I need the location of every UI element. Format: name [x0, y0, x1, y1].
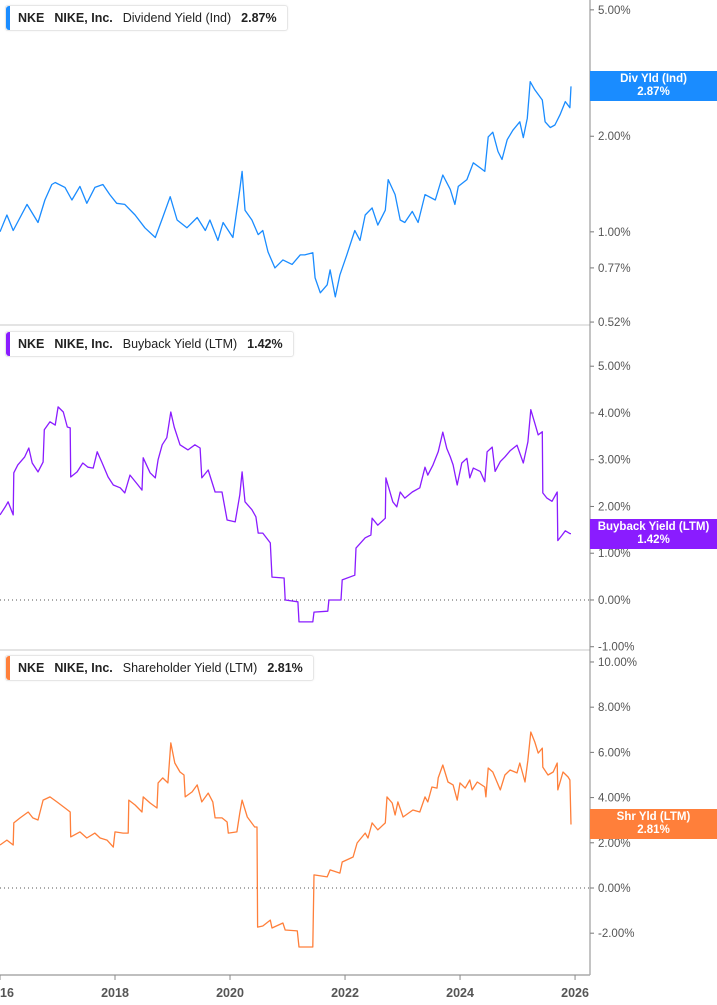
legend-value: 2.87%	[241, 11, 277, 25]
y-tick-label: 3.00%	[598, 455, 631, 467]
y-tick-label: -1.00%	[598, 642, 634, 654]
legend-metric: Buyback Yield (LTM)	[122, 337, 238, 351]
panel-1: 5.00%3.00%2.00%1.00%0.77%0.52%	[0, 5, 631, 329]
series-line-shareholder-yield-ltm-	[0, 731, 572, 948]
current-value-label: Shr Yld (LTM) 2.81%	[590, 809, 717, 840]
legend-company: NIKE, Inc.	[54, 337, 113, 351]
y-tick-label: 1.00%	[598, 227, 631, 239]
value-label-title: Shr Yld (LTM)	[616, 811, 691, 824]
series-line-buyback-yield-ltm-	[0, 406, 571, 623]
x-tick-label: 2024	[446, 986, 474, 1000]
legend-color-marker	[6, 6, 10, 30]
legend-color-marker	[6, 332, 10, 356]
panel-3: 10.00% 8.00% 6.00% 4.00% 2.00% 0.00% -2.00%	[0, 657, 637, 948]
y-tick-label: 2.00%	[598, 838, 631, 850]
legend-ticker: NKE	[18, 11, 45, 25]
value-label-value: 2.81%	[637, 824, 670, 837]
y-tick-label: 8.00%	[598, 702, 631, 714]
legend-company: NIKE, Inc.	[54, 661, 113, 675]
legend-value: 1.42%	[247, 337, 283, 351]
x-tick-label: 2016	[0, 986, 14, 1000]
x-tick-label: 2026	[561, 986, 589, 1000]
y-tick-label: 0.00%	[598, 595, 631, 607]
x-tick-label: 2018	[101, 986, 129, 1000]
legend-metric: Dividend Yield (Ind)	[122, 11, 232, 25]
y-tick-label: 2.00%	[598, 501, 631, 513]
legend-value: 2.81%	[267, 661, 303, 675]
y-tick-label: 5.00%	[598, 5, 631, 17]
panel-2: 5.00% 4.00% 3.00% 2.00% 1.00% 0.00% -1.00%	[0, 361, 634, 654]
y-tick-label: 0.77%	[598, 263, 631, 275]
y-tick-label: 5.00%	[598, 361, 631, 373]
legend-company: NIKE, Inc.	[54, 11, 113, 25]
current-value-label: Div Yld (Ind) 2.87%	[590, 71, 717, 102]
current-value-label: Buyback Yield (LTM) 1.42%	[590, 518, 717, 549]
legend-ticker: NKE	[18, 661, 45, 675]
y-tick-label: 0.52%	[598, 317, 631, 329]
y-tick-label: 2.00%	[598, 131, 631, 143]
y-tick-label: -2.00%	[598, 928, 634, 940]
y-tick-label: 1.00%	[598, 548, 631, 560]
value-label-value: 2.87%	[637, 86, 670, 99]
y-tick-label: 4.00%	[598, 408, 631, 420]
value-label-value: 1.42%	[637, 533, 670, 546]
y-tick-label: 6.00%	[598, 747, 631, 759]
y-tick-label: 10.00%	[598, 657, 637, 669]
x-tick-label: 2022	[331, 986, 359, 1000]
legend-1: NKE NIKE, Inc. Dividend Yield (Ind) 2.87%	[5, 5, 288, 31]
legend-2: NKE NIKE, Inc. Buyback Yield (LTM) 1.42%	[5, 331, 294, 357]
legend-metric: Shareholder Yield (LTM)	[122, 661, 258, 675]
y-tick-label: 0.00%	[598, 883, 631, 895]
series-line-dividend-yield-ind-	[0, 81, 572, 298]
value-label-title: Div Yld (Ind)	[620, 73, 687, 86]
y-tick-label: 4.00%	[598, 793, 631, 805]
value-label-title: Buyback Yield (LTM)	[597, 520, 710, 533]
legend-color-marker	[6, 656, 10, 680]
legend-ticker: NKE	[18, 337, 45, 351]
x-tick-label: 2020	[216, 986, 244, 1000]
legend-3: NKE NIKE, Inc. Shareholder Yield (LTM) 2.81…	[5, 655, 314, 681]
